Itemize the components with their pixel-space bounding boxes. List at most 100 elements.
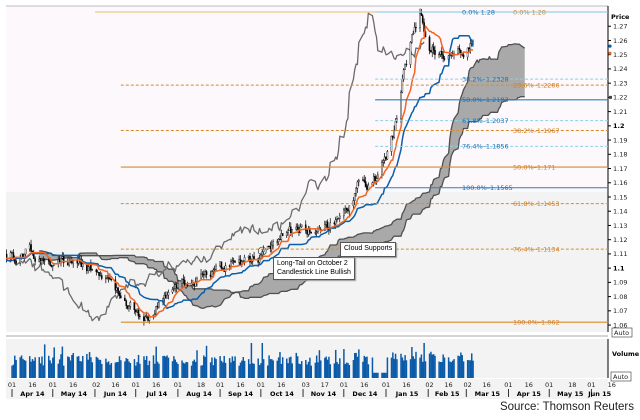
volume-bar <box>48 355 50 378</box>
volume-bar <box>200 365 202 378</box>
candle-body <box>152 314 155 316</box>
price-pane <box>6 8 526 326</box>
candle-body <box>372 176 375 183</box>
candle-body <box>182 279 185 281</box>
volume-bar <box>58 359 61 378</box>
volume-bar <box>449 361 451 378</box>
volume-bar <box>472 360 474 378</box>
date-tick-label: 02 <box>425 381 433 389</box>
volume-bar <box>41 356 43 378</box>
candle-body <box>87 266 89 271</box>
volume-bar <box>181 360 183 378</box>
candle-body <box>134 309 137 313</box>
candle-body <box>315 231 318 233</box>
candle-body <box>377 174 379 179</box>
candle-body <box>306 230 308 235</box>
volume-bar <box>457 355 459 378</box>
month-tick-label: Mar 15 <box>475 390 501 398</box>
volume-bar <box>182 362 185 378</box>
candle-body <box>99 275 102 277</box>
candle-body <box>126 305 129 309</box>
candle-body <box>128 306 130 309</box>
volume-bar <box>434 355 436 378</box>
candle-body <box>262 249 265 252</box>
date-tick-label: 16 <box>482 381 490 389</box>
volume-bar <box>167 357 170 378</box>
candle-body <box>98 272 100 276</box>
fibonacci-levels: 0.0% 1.28 23.6%–1.2286 38.2%–1.1967 50.0%–1… <box>95 8 608 327</box>
volume-bar <box>72 353 74 378</box>
volume-bar <box>86 353 88 378</box>
candle-body <box>281 233 284 237</box>
volume-bar <box>194 361 197 378</box>
month-tick-label: Sep 14 <box>228 390 254 398</box>
volume-bar <box>28 356 31 378</box>
candle-body <box>155 306 157 315</box>
volume-bar <box>23 360 26 378</box>
volume-bar <box>223 355 225 378</box>
candle-body <box>11 252 13 254</box>
volume-bar <box>382 372 385 378</box>
candle-body <box>193 283 196 287</box>
price-auto-label: Auto <box>614 329 629 337</box>
candle-body <box>34 258 36 262</box>
volume-bar <box>98 359 100 378</box>
volume-bar <box>213 357 216 378</box>
price-tick-label: 1.11 <box>613 250 627 258</box>
candle-body <box>310 232 313 234</box>
candle-body <box>355 188 357 194</box>
date-tick-label: 02 <box>463 381 471 389</box>
candle-body <box>356 181 359 189</box>
candle-body <box>434 49 436 55</box>
volume-bar <box>318 350 321 378</box>
candle-body <box>270 244 273 250</box>
volume-bar <box>364 357 367 378</box>
volume-bar <box>404 355 406 378</box>
volume-bar <box>339 358 341 378</box>
candle-body <box>68 261 70 266</box>
annotation-line: Long-Tail on October 2 <box>277 260 348 267</box>
date-tick-label: 01 <box>132 381 140 389</box>
volume-bar <box>230 362 232 378</box>
candle-body <box>413 26 416 34</box>
volume-bar <box>43 344 46 378</box>
volume-bar <box>411 347 413 378</box>
volume-bar <box>137 354 140 378</box>
candle-body <box>234 261 236 263</box>
volume-bar <box>386 357 389 378</box>
volume-bar <box>11 365 13 378</box>
volume-bar <box>363 355 366 378</box>
volume-bar <box>145 356 148 378</box>
candle-body <box>280 233 283 240</box>
volume-bar <box>307 361 310 378</box>
volume-bar <box>299 364 302 378</box>
candle-body <box>47 260 50 262</box>
candle-body <box>129 302 132 307</box>
candle-body <box>52 265 54 267</box>
month-tick-label: Feb 15 <box>435 390 460 398</box>
price-tick-label: 1.15 <box>613 193 627 201</box>
candle-body <box>42 258 45 262</box>
volume-bar <box>120 360 122 378</box>
volume-bar <box>276 360 278 378</box>
volume-bar <box>76 356 79 378</box>
candle-body <box>249 256 251 263</box>
candle-body <box>295 226 298 230</box>
candle-body <box>114 279 117 291</box>
candle-body <box>247 256 250 258</box>
cloud-last-marker <box>609 95 612 99</box>
candle-body <box>394 120 397 131</box>
volume-bar <box>186 362 189 378</box>
volume-auto-button[interactable] <box>610 371 632 382</box>
price-tick-label: 1.17 <box>613 165 627 173</box>
ichimoku-cloud <box>39 43 525 309</box>
volume-bar <box>96 357 99 378</box>
candle-body <box>106 277 108 279</box>
volume-bar <box>139 363 141 378</box>
volume-bar <box>396 359 398 378</box>
price-auto-button[interactable] <box>611 327 633 338</box>
candle-body <box>30 244 32 252</box>
volume-bar <box>415 351 417 378</box>
candle-body <box>362 179 364 181</box>
date-tick-label: 16 <box>111 381 119 389</box>
